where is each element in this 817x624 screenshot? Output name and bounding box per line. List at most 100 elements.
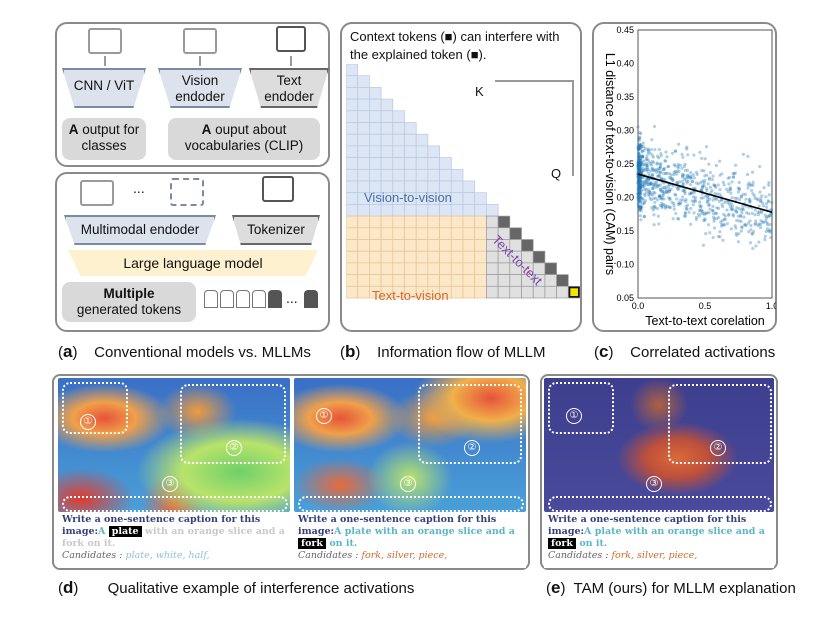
data-point [639, 177, 643, 181]
data-point [638, 158, 643, 163]
attention-cell [357, 274, 370, 287]
data-point [638, 144, 643, 148]
data-point [639, 209, 643, 213]
data-point [638, 164, 642, 168]
data-point [697, 214, 702, 218]
data-point [682, 173, 686, 177]
data-point [647, 160, 651, 164]
data-point [637, 178, 641, 182]
data-point [687, 210, 691, 214]
data-point [640, 165, 644, 170]
data-point [652, 160, 656, 164]
attention-cell [474, 204, 487, 217]
data-point [763, 237, 767, 242]
data-point [689, 191, 693, 196]
data-point [668, 196, 672, 201]
data-point [683, 214, 688, 218]
data-point [740, 211, 744, 215]
attention-cell [486, 274, 499, 287]
data-point [735, 218, 739, 223]
data-point [662, 197, 666, 201]
data-point [659, 162, 663, 166]
data-point [659, 151, 663, 156]
data-point [699, 196, 703, 200]
data-point [720, 172, 724, 176]
data-point [638, 146, 642, 150]
data-point [756, 213, 760, 217]
data-point [712, 183, 716, 187]
data-point [699, 208, 703, 213]
data-point [664, 206, 668, 210]
data-point [711, 235, 715, 240]
data-point [638, 169, 642, 174]
data-point [673, 149, 677, 153]
data-point [761, 204, 766, 208]
data-point [674, 193, 678, 197]
data-point [692, 176, 696, 180]
data-point [637, 152, 641, 156]
region-2: ② [710, 440, 726, 456]
data-point [673, 164, 677, 168]
data-point [636, 195, 640, 199]
data-point [642, 183, 647, 187]
data-point [636, 159, 640, 163]
data-point [710, 177, 715, 182]
data-point [660, 204, 664, 208]
attention-cell [380, 145, 394, 158]
attention-cell [346, 180, 359, 194]
data-point [753, 196, 757, 200]
attention-cell [474, 227, 487, 240]
data-point [676, 202, 680, 206]
data-point [643, 146, 647, 151]
data-point [699, 188, 703, 192]
data-point [760, 211, 764, 215]
attention-cell [427, 157, 440, 170]
attention-cell [380, 239, 394, 252]
data-point [644, 158, 648, 162]
data-point [746, 183, 750, 187]
attention-cell [427, 250, 440, 264]
data-point [748, 219, 752, 223]
cnn-vit-encoder: CNN / ViT [62, 68, 146, 108]
data-point [764, 205, 769, 209]
attention-cell [486, 250, 499, 264]
data-point [649, 198, 653, 202]
data-point [716, 215, 721, 220]
data-point [639, 171, 643, 175]
x-tick-label: 1.0 [766, 301, 776, 311]
data-point [660, 197, 664, 201]
attention-cell [357, 87, 370, 100]
data-point [660, 206, 664, 210]
data-point [708, 231, 712, 235]
data-point [636, 180, 640, 184]
explained-token [570, 288, 578, 296]
attention-cell [369, 168, 382, 182]
data-point [653, 191, 657, 195]
data-point [652, 169, 656, 173]
data-point [677, 217, 681, 221]
data-point [742, 215, 746, 219]
data-point [636, 166, 640, 170]
data-point [641, 159, 645, 163]
data-point [763, 213, 767, 217]
data-point [655, 198, 660, 202]
data-point [640, 144, 644, 149]
data-point [639, 196, 643, 200]
q-label: Q [551, 166, 562, 181]
data-point [670, 200, 674, 204]
data-point [652, 183, 656, 187]
data-point [759, 199, 763, 203]
data-point [637, 180, 641, 184]
region-2: ② [464, 440, 480, 456]
data-point [746, 186, 750, 190]
data-point [638, 161, 642, 166]
data-point [662, 167, 666, 172]
data-point [713, 191, 717, 196]
data-point [719, 220, 723, 224]
data-point [659, 154, 663, 158]
data-point [721, 205, 725, 209]
data-point [666, 165, 670, 169]
data-point [714, 185, 718, 189]
data-point [714, 163, 719, 168]
data-point [764, 202, 769, 206]
